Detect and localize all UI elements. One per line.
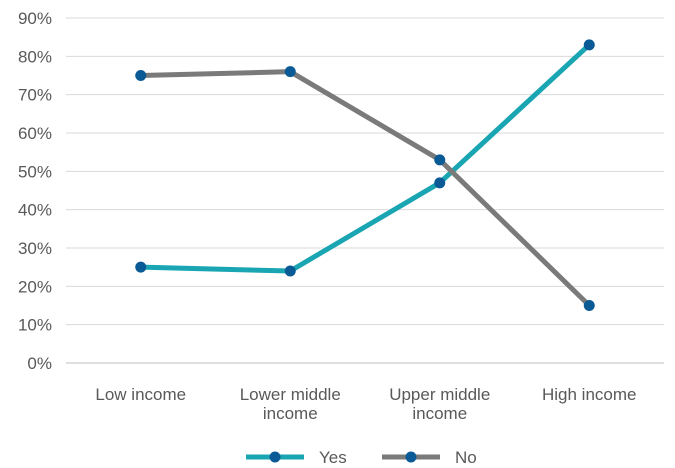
y-tick-label: 60%	[18, 124, 52, 143]
y-tick-label: 70%	[18, 86, 52, 105]
x-category-label-line: High income	[542, 385, 637, 404]
y-axis-tick-labels: 0% 10% 20% 30% 40% 50% 60% 70% 80% 90%	[18, 9, 52, 373]
series-line-no	[138, 69, 592, 308]
data-point-no	[434, 154, 446, 166]
y-tick-label: 10%	[18, 316, 52, 335]
y-tick-label: 0%	[27, 354, 52, 373]
y-tick-label: 50%	[18, 162, 52, 181]
series-markers	[135, 39, 595, 311]
data-point-yes	[583, 39, 595, 51]
data-point-yes	[284, 265, 296, 277]
legend-label: No	[455, 448, 477, 467]
legend-item-no: No	[382, 448, 477, 467]
series-lines	[138, 42, 592, 308]
x-category-label-line: income	[263, 404, 318, 423]
y-tick-label: 90%	[18, 9, 52, 28]
y-tick-label: 40%	[18, 201, 52, 220]
gridlines	[66, 17, 664, 364]
x-category-label: High income	[542, 385, 637, 404]
legend-swatch-marker	[405, 451, 417, 463]
y-tick-label: 80%	[18, 47, 52, 66]
series-line-yes	[138, 42, 592, 274]
data-point-no	[583, 300, 595, 311]
x-category-label-line: Lower middle	[240, 385, 341, 404]
x-category-label: Low income	[95, 385, 186, 404]
legend-item-yes: Yes	[246, 448, 347, 467]
x-category-label-line: Low income	[95, 385, 186, 404]
legend-label: Yes	[319, 448, 347, 467]
data-point-yes	[135, 261, 147, 273]
data-point-no	[135, 70, 147, 81]
data-point-no	[284, 66, 296, 78]
x-category-label: Lower middle income	[240, 385, 341, 423]
legend-swatch-marker	[269, 451, 281, 463]
x-category-label-line: income	[412, 404, 467, 423]
legend: Yes No	[246, 448, 477, 467]
y-tick-label: 30%	[18, 239, 52, 258]
x-category-label-line: Upper middle	[389, 385, 490, 404]
x-category-label: Upper middle income	[389, 385, 490, 423]
y-tick-label: 20%	[18, 277, 52, 296]
data-point-yes	[434, 177, 446, 189]
